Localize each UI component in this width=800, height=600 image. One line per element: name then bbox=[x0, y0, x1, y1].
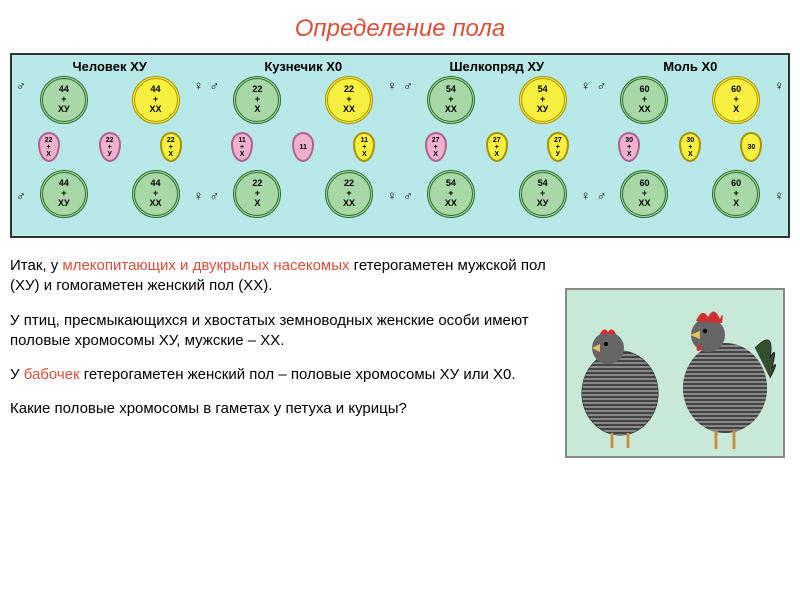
female-symbol: ♀ bbox=[194, 188, 204, 203]
species-label: Шелкопряд ХУ bbox=[405, 59, 588, 74]
off-m-text: 54 + ХХ bbox=[445, 179, 457, 209]
gamete: 11 bbox=[292, 132, 314, 162]
species-grasshopper: Кузнечик Х0 ♂ 22 + Х 22 + ХХ ♀ 11 + Х 11… bbox=[212, 59, 395, 218]
g-text: 22 + Х bbox=[45, 137, 53, 158]
g-text: 22 + Х bbox=[167, 137, 175, 158]
gamete: 27 + Х bbox=[486, 132, 508, 162]
p3b-highlight: бабочек bbox=[24, 366, 80, 383]
species-row: Человек ХУ ♂ 44 + ХУ 44 + ХХ ♀ 22 + Х 22… bbox=[18, 59, 782, 218]
off-f-text: 44 + ХХ bbox=[149, 179, 161, 209]
male-symbol: ♂ bbox=[16, 78, 26, 93]
g-text: 22 + У bbox=[106, 137, 114, 158]
parent-female-cell: 54 + ХУ bbox=[519, 76, 567, 124]
off-f-text: 54 + ХУ bbox=[537, 179, 549, 209]
parent-m-text: 54 + ХХ bbox=[445, 85, 457, 115]
gamete: 22 + Х bbox=[160, 132, 182, 162]
off-m-text: 60 + ХХ bbox=[638, 179, 650, 209]
paragraph-2: У птиц, пресмыкающихся и хвостатых земно… bbox=[10, 311, 550, 352]
species-moth: Моль Х0 ♂ 60 + ХХ 60 + Х ♀ 30 + Х 30 + Х… bbox=[599, 59, 782, 218]
g-text: 11 bbox=[300, 144, 307, 151]
bottom-section: Итак, у млекопитающих и двукрылых насеко… bbox=[10, 238, 790, 458]
female-symbol: ♀ bbox=[194, 78, 204, 93]
page-title: Определение пола bbox=[10, 15, 790, 43]
explanation-text: Итак, у млекопитающих и двукрылых насеко… bbox=[10, 256, 550, 434]
parent-female-cell: 60 + Х bbox=[712, 76, 760, 124]
off-m-text: 44 + ХУ bbox=[58, 179, 70, 209]
parent-f-text: 44 + ХХ bbox=[149, 85, 161, 115]
g-text: 27 + У bbox=[554, 137, 562, 158]
parent-f-text: 60 + Х bbox=[731, 85, 741, 115]
species-human: Человек ХУ ♂ 44 + ХУ 44 + ХХ ♀ 22 + Х 22… bbox=[18, 59, 201, 218]
g-text: 27 + Х bbox=[493, 137, 501, 158]
parent-male-cell: 44 + ХУ bbox=[40, 76, 88, 124]
parent-male-cell: 60 + ХХ bbox=[620, 76, 668, 124]
male-symbol: ♂ bbox=[16, 188, 26, 203]
hen-icon bbox=[570, 298, 665, 448]
parent-f-text: 22 + ХХ bbox=[343, 85, 355, 115]
paragraph-3: У бабочек гетерогаметен женский пол – по… bbox=[10, 365, 550, 385]
parent-f-text: 54 + ХУ bbox=[537, 85, 549, 115]
off-m-text: 22 + Х bbox=[252, 179, 262, 209]
p1b-highlight: млекопитающих и двукрылых насекомых bbox=[62, 257, 349, 274]
parent-female-cell: 44 + ХХ bbox=[132, 76, 180, 124]
chicken-illustration bbox=[565, 288, 785, 458]
gamete: 11 + Х bbox=[231, 132, 253, 162]
parent-m-text: 22 + Х bbox=[252, 85, 262, 115]
male-symbol: ♂ bbox=[403, 188, 413, 203]
gamete: 22 + У bbox=[99, 132, 121, 162]
off-f-text: 22 + ХХ bbox=[343, 179, 355, 209]
off-f-text: 60 + Х bbox=[731, 179, 741, 209]
paragraph-4: Какие половые хромосомы в гаметах у пету… bbox=[10, 399, 550, 419]
gamete: 30 + Х bbox=[679, 132, 701, 162]
parent-male-cell: 54 + ХХ bbox=[427, 76, 475, 124]
offspring-female-cell: 54 + ХУ bbox=[519, 170, 567, 218]
gamete: 11 + Х bbox=[353, 132, 375, 162]
g-text: 11 + Х bbox=[361, 137, 368, 158]
p1a: Итак, у bbox=[10, 257, 62, 274]
female-symbol: ♀ bbox=[387, 188, 397, 203]
male-symbol: ♂ bbox=[597, 188, 607, 203]
species-label: Моль Х0 bbox=[599, 59, 782, 74]
p3a: У bbox=[10, 366, 24, 383]
parent-male-cell: 22 + Х bbox=[233, 76, 281, 124]
offspring-male-cell: 60 + ХХ bbox=[620, 170, 668, 218]
g-text: 11 + Х bbox=[238, 137, 245, 158]
offspring-male-cell: 44 + ХУ bbox=[40, 170, 88, 218]
female-symbol: ♀ bbox=[774, 188, 784, 203]
g-text: 30 bbox=[748, 144, 756, 151]
paragraph-1: Итак, у млекопитающих и двукрылых насеко… bbox=[10, 256, 550, 297]
species-label: Человек ХУ bbox=[18, 59, 201, 74]
sex-determination-diagram: Человек ХУ ♂ 44 + ХУ 44 + ХХ ♀ 22 + Х 22… bbox=[10, 53, 790, 238]
p3c: гетерогаметен женский пол – половые хром… bbox=[80, 366, 516, 383]
parent-m-text: 60 + ХХ bbox=[638, 85, 650, 115]
parent-m-text: 44 + ХУ bbox=[58, 85, 70, 115]
g-text: 27 + Х bbox=[432, 137, 440, 158]
parent-female-cell: 22 + ХХ bbox=[325, 76, 373, 124]
female-symbol: ♀ bbox=[774, 78, 784, 93]
rooster-icon bbox=[670, 293, 780, 453]
offspring-male-cell: 54 + ХХ bbox=[427, 170, 475, 218]
gamete: 22 + Х bbox=[38, 132, 60, 162]
gamete: 30 bbox=[740, 132, 762, 162]
species-label: Кузнечик Х0 bbox=[212, 59, 395, 74]
offspring-female-cell: 44 + ХХ bbox=[132, 170, 180, 218]
male-symbol: ♂ bbox=[210, 188, 220, 203]
g-text: 30 + Х bbox=[686, 137, 694, 158]
gamete: 27 + У bbox=[547, 132, 569, 162]
species-silkworm: Шелкопряд ХУ ♂ 54 + ХХ 54 + ХУ ♀ 27 + Х … bbox=[405, 59, 588, 218]
offspring-male-cell: 22 + Х bbox=[233, 170, 281, 218]
gamete: 27 + Х bbox=[425, 132, 447, 162]
offspring-female-cell: 22 + ХХ bbox=[325, 170, 373, 218]
male-symbol: ♂ bbox=[403, 78, 413, 93]
g-text: 30 + Х bbox=[625, 137, 633, 158]
female-symbol: ♀ bbox=[581, 78, 591, 93]
male-symbol: ♂ bbox=[210, 78, 220, 93]
offspring-female-cell: 60 + Х bbox=[712, 170, 760, 218]
female-symbol: ♀ bbox=[387, 78, 397, 93]
gamete: 30 + Х bbox=[618, 132, 640, 162]
male-symbol: ♂ bbox=[597, 78, 607, 93]
female-symbol: ♀ bbox=[581, 188, 591, 203]
